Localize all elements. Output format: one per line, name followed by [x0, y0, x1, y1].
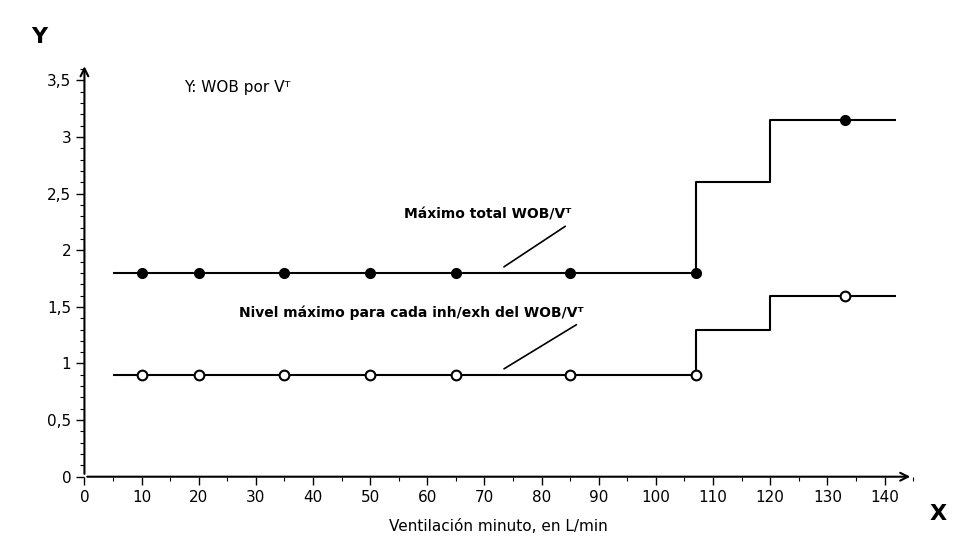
X-axis label: Ventilación minuto, en L/min: Ventilación minuto, en L/min — [389, 519, 609, 534]
Text: X: X — [930, 503, 947, 524]
Text: Y: WOB por Vᵀ: Y: WOB por Vᵀ — [184, 80, 290, 95]
Text: Y: Y — [30, 27, 47, 47]
Text: Nivel máximo para cada inh/exh del WOB/Vᵀ: Nivel máximo para cada inh/exh del WOB/V… — [239, 306, 583, 369]
Text: Máximo total WOB/Vᵀ: Máximo total WOB/Vᵀ — [405, 208, 572, 267]
